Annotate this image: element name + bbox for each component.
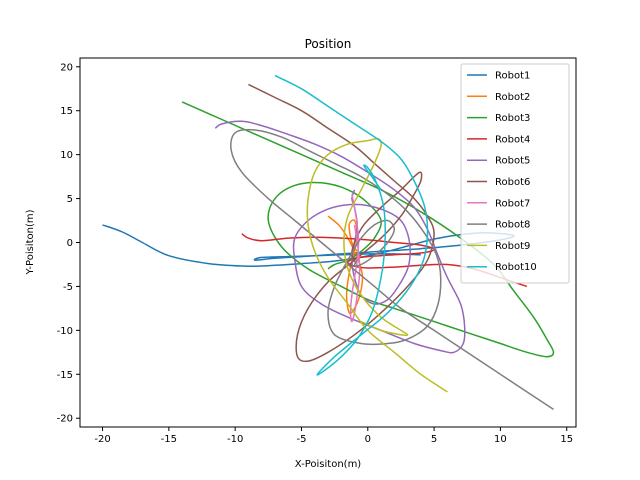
x-axis-label: X-Poisiton(m) (295, 459, 362, 470)
x-axis-ticks: -20 -15 -10 -5 0 5 10 15 (94, 427, 573, 445)
series-line-robot3 (181, 101, 555, 358)
legend-entry-robot10: Robot10 (495, 262, 537, 273)
x-tick-label: 15 (560, 434, 573, 445)
legend-entry-robot6: Robot6 (495, 177, 530, 188)
y-tick-label: -20 (57, 414, 73, 425)
series-line-robot4 (241, 233, 528, 288)
legend: Robot1 Robot2 Robot3 Robot4 Robot5 Robot6 Robo… (460, 63, 570, 284)
series-line-robot8 (230, 128, 554, 411)
legend-box (460, 63, 570, 284)
y-tick-label: -5 (63, 282, 73, 293)
chart-title: Position (305, 37, 352, 51)
x-tick-label: -15 (161, 434, 177, 445)
x-tick-label: 10 (494, 434, 507, 445)
x-tick-label: 0 (365, 434, 371, 445)
legend-entry-robot5: Robot5 (495, 156, 530, 167)
y-tick-label: -10 (57, 326, 73, 337)
y-tick-label: 20 (60, 62, 73, 73)
series-line-robot7 (349, 194, 361, 323)
x-tick-label: -5 (296, 434, 306, 445)
legend-entry-robot1: Robot1 (495, 71, 530, 82)
y-tick-label: 10 (60, 150, 73, 161)
x-tick-label: -10 (227, 434, 243, 445)
legend-entry-robot4: Robot4 (495, 134, 530, 145)
series-line-robot6 (248, 83, 435, 363)
legend-entry-robot7: Robot7 (495, 198, 530, 209)
legend-entry-robot8: Robot8 (495, 220, 530, 231)
x-tick-label: 5 (431, 434, 437, 445)
x-tick-label: -20 (94, 434, 110, 445)
series-layer (102, 74, 555, 411)
legend-entry-robot2: Robot2 (495, 92, 530, 103)
y-tick-label: 0 (67, 238, 73, 249)
legend-entry-robot3: Robot3 (495, 113, 530, 124)
y-axis-label: Y-Poisiton(m) (25, 209, 36, 275)
series-line-robot10 (274, 74, 429, 376)
y-tick-label: 15 (60, 106, 73, 117)
y-tick-label: -15 (57, 370, 73, 381)
y-axis-ticks: -20 -15 -10 -5 0 5 10 15 20 (57, 62, 80, 425)
y-tick-label: 5 (67, 194, 73, 205)
legend-entry-robot9: Robot9 (495, 241, 530, 252)
